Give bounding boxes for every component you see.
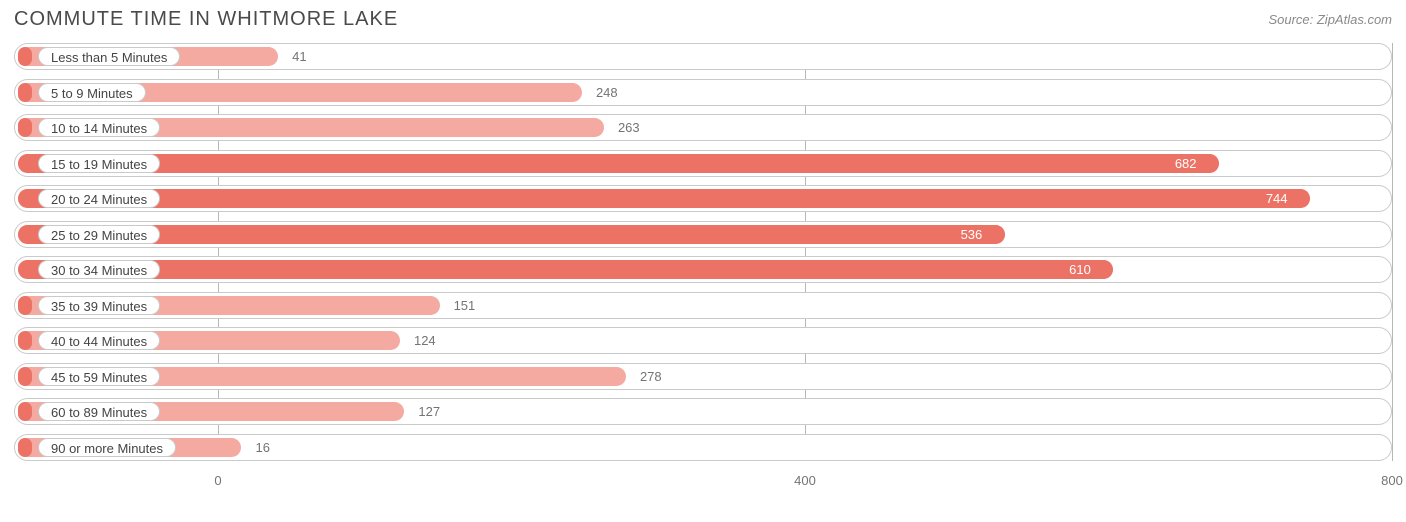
category-label: 40 to 44 Minutes bbox=[38, 331, 160, 350]
category-label: 45 to 59 Minutes bbox=[38, 367, 160, 386]
value-label: 610 bbox=[1069, 256, 1091, 283]
value-label: 536 bbox=[961, 221, 983, 248]
value-label: 263 bbox=[618, 114, 640, 141]
category-label: 90 or more Minutes bbox=[38, 438, 176, 457]
bar-row: 30 to 34 Minutes 610 bbox=[14, 256, 1392, 283]
bar-row: 10 to 14 Minutes 263 bbox=[14, 114, 1392, 141]
bar-fill-heavy bbox=[18, 402, 32, 421]
bar-row: 35 to 39 Minutes 151 bbox=[14, 292, 1392, 319]
bar-row: 60 to 89 Minutes 127 bbox=[14, 398, 1392, 425]
value-label: 16 bbox=[255, 434, 269, 461]
category-label: 5 to 9 Minutes bbox=[38, 83, 146, 102]
bar-fill-heavy bbox=[18, 367, 32, 386]
bar-fill-heavy bbox=[18, 260, 1113, 279]
bar-fill-heavy bbox=[18, 118, 32, 137]
category-label: 35 to 39 Minutes bbox=[38, 296, 160, 315]
bar-row: 5 to 9 Minutes 248 bbox=[14, 79, 1392, 106]
x-axis-label: 400 bbox=[794, 473, 816, 488]
bar-fill-heavy bbox=[18, 47, 32, 66]
chart-plot: Less than 5 Minutes 41 5 to 9 Minutes 248 10… bbox=[14, 43, 1392, 461]
bar-row: 90 or more Minutes 16 bbox=[14, 434, 1392, 461]
bar-fill-heavy bbox=[18, 296, 32, 315]
value-label: 278 bbox=[640, 363, 662, 390]
chart-source: Source: ZipAtlas.com bbox=[1268, 12, 1392, 27]
bar-fill-heavy bbox=[18, 225, 1005, 244]
bar-row: 20 to 24 Minutes 744 bbox=[14, 185, 1392, 212]
x-axis: 0400800 bbox=[14, 469, 1392, 493]
value-label: 682 bbox=[1175, 150, 1197, 177]
value-label: 248 bbox=[596, 79, 618, 106]
category-label: 15 to 19 Minutes bbox=[38, 154, 160, 173]
x-axis-label: 0 bbox=[214, 473, 221, 488]
bar-fill-heavy bbox=[18, 83, 32, 102]
category-label: 30 to 34 Minutes bbox=[38, 260, 160, 279]
bar-row: 40 to 44 Minutes 124 bbox=[14, 327, 1392, 354]
bar-fill-heavy bbox=[18, 331, 32, 350]
bar-row: 25 to 29 Minutes 536 bbox=[14, 221, 1392, 248]
value-label: 41 bbox=[292, 43, 306, 70]
bar-row: Less than 5 Minutes 41 bbox=[14, 43, 1392, 70]
bar-fill-heavy bbox=[18, 189, 1310, 208]
category-label: 20 to 24 Minutes bbox=[38, 189, 160, 208]
value-label: 127 bbox=[418, 398, 440, 425]
x-axis-label: 800 bbox=[1381, 473, 1403, 488]
bar-row: 15 to 19 Minutes 682 bbox=[14, 150, 1392, 177]
value-label: 744 bbox=[1266, 185, 1288, 212]
gridline bbox=[1392, 43, 1393, 461]
category-label: 25 to 29 Minutes bbox=[38, 225, 160, 244]
bar-fill-heavy bbox=[18, 438, 32, 457]
category-label: 10 to 14 Minutes bbox=[38, 118, 160, 137]
value-label: 151 bbox=[454, 292, 476, 319]
chart-header: COMMUTE TIME IN WHITMORE LAKE Source: Zi… bbox=[0, 0, 1406, 35]
chart-area: Less than 5 Minutes 41 5 to 9 Minutes 248 10… bbox=[0, 35, 1406, 493]
bar-fill-heavy bbox=[18, 154, 1219, 173]
chart-title: COMMUTE TIME IN WHITMORE LAKE bbox=[14, 8, 398, 31]
category-label: 60 to 89 Minutes bbox=[38, 402, 160, 421]
value-label: 124 bbox=[414, 327, 436, 354]
bar-row: 45 to 59 Minutes 278 bbox=[14, 363, 1392, 390]
category-label: Less than 5 Minutes bbox=[38, 47, 180, 66]
